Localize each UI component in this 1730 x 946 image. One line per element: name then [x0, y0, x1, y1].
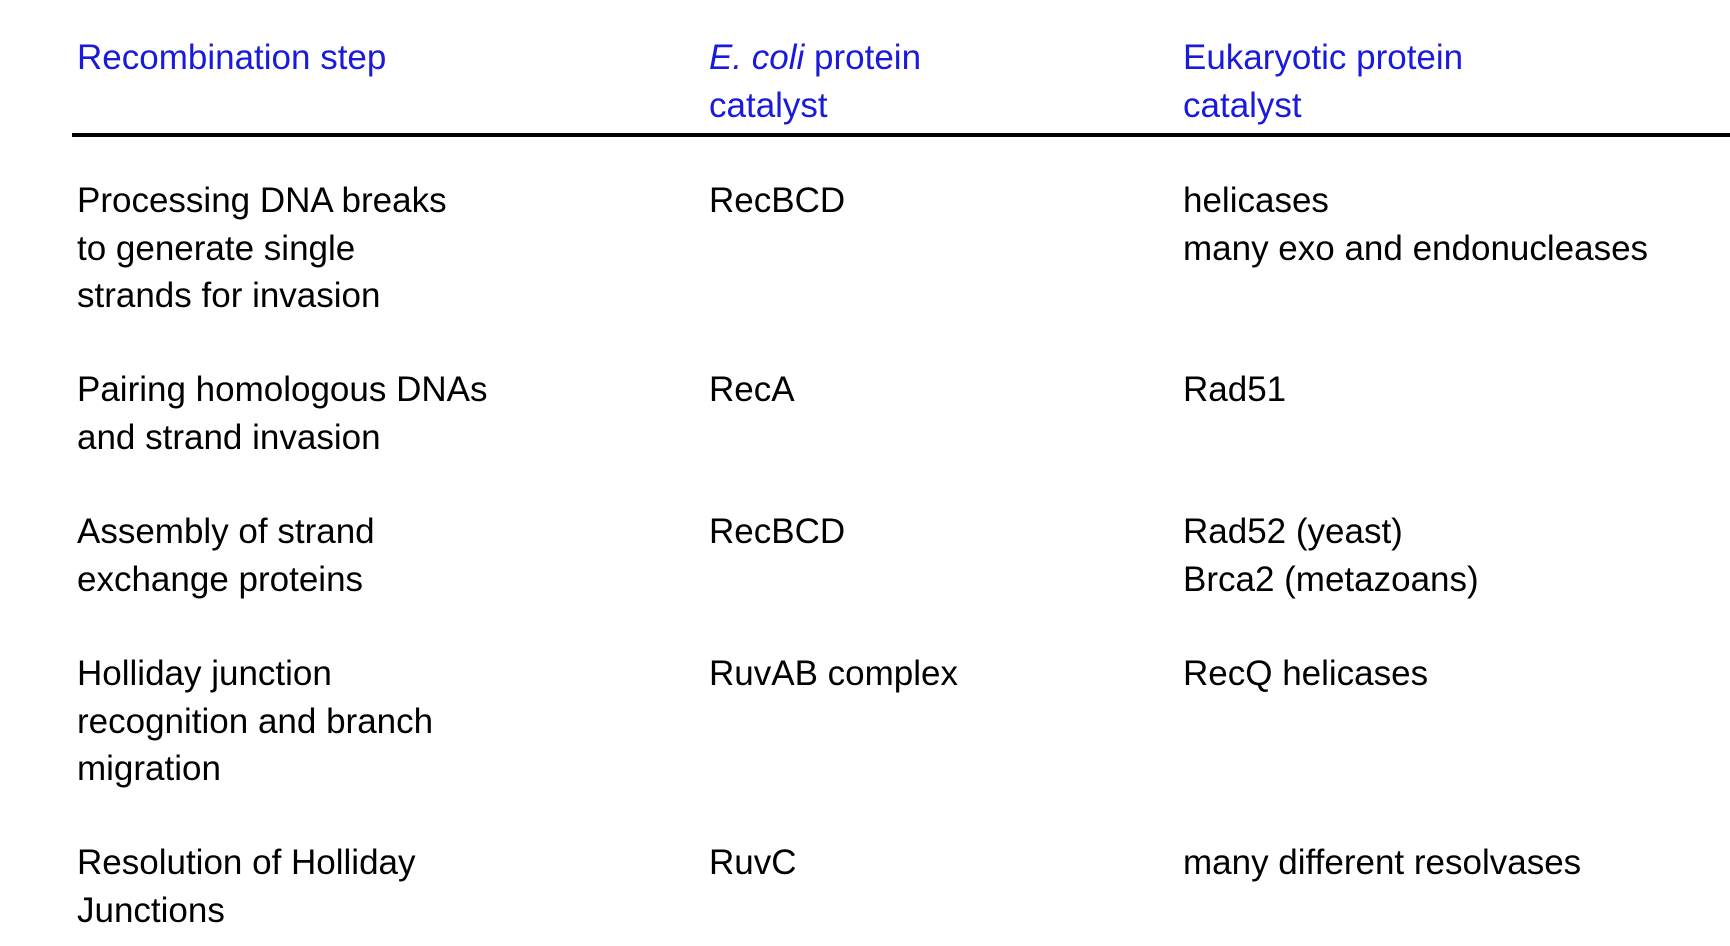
cell-recombination-step: Resolution of Holliday Junctions — [77, 843, 416, 930]
header-recombination-step: Recombination step — [77, 34, 637, 82]
header-eukaryotic-protein-catalyst: Eukaryotic protein catalyst — [1183, 34, 1730, 130]
cell-recombination-step: Holliday junction recognition and branch… — [77, 654, 434, 788]
cell-eukaryotic-catalyst: RecQ helicases — [1183, 654, 1429, 693]
cell-eukaryotic-catalyst: helicases many exo and endonucleases — [1183, 181, 1649, 268]
cell-eukaryotic-catalyst: Rad51 — [1183, 370, 1287, 409]
header-eukaryotic-text: Eukaryotic protein catalyst — [1183, 38, 1464, 125]
table-header: Recombination step E. coli protein catal… — [0, 0, 1730, 140]
cell-ecoli-catalyst: RecBCD — [709, 181, 846, 220]
cell-recombination-step: Assembly of strand exchange proteins — [77, 512, 375, 599]
cell-ecoli-catalyst: RecBCD — [709, 512, 846, 551]
cell-eukaryotic-catalyst: many different resolvases — [1183, 843, 1582, 882]
header-divider — [72, 133, 1730, 137]
header-ecoli-text: protein catalyst — [709, 38, 922, 125]
cell-eukaryotic-catalyst: Rad52 (yeast) Brca2 (metazoans) — [1183, 512, 1479, 599]
header-ecoli-protein-catalyst: E. coli protein catalyst — [709, 34, 1149, 130]
cell-ecoli-catalyst: RuvAB complex — [709, 654, 958, 693]
cell-ecoli-catalyst: RuvC — [709, 843, 797, 882]
header-recombination-step-text: Recombination step — [77, 38, 387, 77]
cell-recombination-step: Pairing homologous DNAs and strand invas… — [77, 370, 488, 457]
cell-ecoli-catalyst: RecA — [709, 370, 795, 409]
cell-recombination-step: Processing DNA breaks to generate single… — [77, 181, 447, 315]
header-ecoli-italic: E. coli — [709, 38, 805, 77]
